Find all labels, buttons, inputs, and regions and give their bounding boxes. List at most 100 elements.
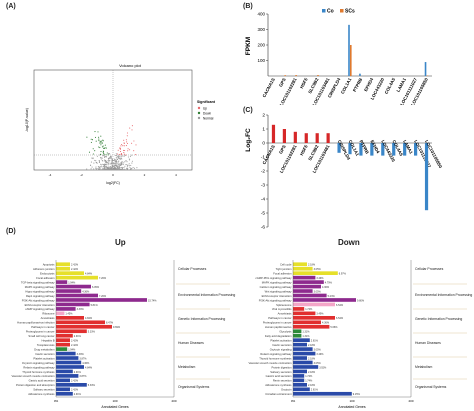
- log2fc-bar: [304, 133, 308, 143]
- volcano-point: [129, 155, 131, 157]
- volcano-point: [86, 136, 88, 138]
- volcano-point: [99, 147, 101, 149]
- volcano-point: [122, 149, 125, 151]
- volcano-point: [98, 161, 100, 163]
- kegg-down-bar: [293, 293, 327, 298]
- kegg-down-bar-pct: 2.61%: [311, 389, 319, 392]
- kegg-down-bar: [293, 307, 305, 311]
- fpkm-legend-swatch: [340, 9, 344, 13]
- volcano-point: [98, 167, 100, 169]
- fpkm-legend-swatch: [322, 9, 326, 13]
- kegg-up-bar-pct: 9.69%: [113, 326, 121, 329]
- volcano-point: [86, 168, 88, 170]
- volcano-point: [89, 164, 92, 166]
- kegg-up-bar: [56, 311, 65, 316]
- kegg-down-xtick: 200: [408, 399, 413, 403]
- volcano-point: [125, 164, 127, 166]
- volcano-point: [118, 153, 121, 156]
- kegg-up-bar: [56, 351, 76, 356]
- kegg-up-bar-label: cAMP signaling pathway: [25, 307, 55, 311]
- kegg-up-bar: [56, 342, 70, 347]
- kegg-up-bar-pct: 3.87%: [79, 375, 87, 378]
- kegg-up-bar-label: Salivary secretion: [33, 388, 55, 392]
- kegg-down-xtick: 100: [349, 399, 354, 403]
- kegg-up-bar: [56, 329, 87, 334]
- kegg-up-bar-label: Oxytocin signaling pathway: [22, 361, 55, 365]
- kegg-down-bar-pct: 3.05%: [314, 348, 322, 351]
- log2fc-bar: [424, 143, 429, 211]
- kegg-up-bar-label: Adherens junction: [33, 267, 55, 271]
- volcano-point: [104, 156, 106, 158]
- volcano-point: [95, 160, 97, 162]
- volcano-point: [135, 154, 137, 156]
- fpkm-category-label: CACNA1S: [261, 77, 275, 98]
- log2fc-ytick-label: -4: [261, 197, 266, 203]
- legend-swatch: [197, 106, 201, 110]
- kegg-down-bar-pct: 2.18%: [308, 264, 316, 267]
- kegg-up-bar-label: Ribosome: [42, 312, 55, 316]
- volcano-point: [131, 160, 133, 162]
- kegg-down-bar-label: Gastric acid secretion: [266, 374, 292, 378]
- fpkm-ytick-label: 200: [257, 43, 265, 48]
- volcano-point: [102, 169, 104, 171]
- log2fc-category-label: PTPRB: [359, 139, 370, 154]
- kegg-up-bar-label: PI3K-Akt signaling pathway: [22, 298, 55, 302]
- kegg-down-bar-label: Protein digestion: [271, 365, 292, 369]
- volcano-point: [123, 169, 125, 171]
- kegg-down-bar: [293, 356, 307, 360]
- volcano-point: [102, 154, 104, 156]
- volcano-point: [123, 167, 125, 169]
- kegg-up-bar-label: Amoebiasis: [41, 316, 56, 320]
- kegg-up-bar-pct: 2.42%: [71, 340, 79, 343]
- volcano-point: [100, 158, 102, 160]
- volcano-point: [116, 168, 119, 171]
- volcano-point: [131, 154, 133, 156]
- volcano-point: [94, 136, 97, 138]
- kegg-down-category: Genetic Information Processing: [415, 317, 462, 321]
- volcano-point: [118, 157, 120, 159]
- volcano-point: [124, 165, 126, 167]
- log2fc-ytick-label: -1: [261, 155, 266, 161]
- volcano-point: [129, 169, 132, 171]
- volcano-point: [123, 145, 125, 147]
- volcano-point: [114, 160, 116, 162]
- kegg-up-bar-label: Apoptosis: [43, 263, 55, 267]
- volcano-legend-title: Significant: [197, 100, 216, 104]
- volcano-point: [118, 168, 120, 170]
- kegg-down-bar: [293, 391, 352, 396]
- fpkm-category-label: COL1A1: [340, 77, 353, 95]
- kegg-down-bar: [293, 320, 321, 325]
- kegg-up-bar: [56, 262, 70, 267]
- volcano-point: [99, 166, 101, 168]
- volcano-point: [94, 159, 96, 161]
- volcano-point: [129, 149, 131, 151]
- kegg-down-bar-label: Human papillomavirus: [265, 325, 292, 329]
- kegg-up-bar-pct: 5.81%: [91, 304, 99, 307]
- volcano-point: [97, 131, 99, 133]
- kegg-up-bar-pct: 15.74%: [148, 299, 157, 302]
- volcano-point: [109, 163, 111, 165]
- volcano-xtick: 0: [112, 173, 114, 177]
- volcano-point: [126, 142, 129, 144]
- volcano-point: [113, 158, 116, 160]
- kegg-down-bar: [293, 387, 310, 392]
- legend-label: Up: [203, 106, 207, 110]
- kegg-up-xtick: 200: [171, 399, 176, 403]
- log2fc-bar: [359, 143, 363, 156]
- volcano-point: [106, 162, 108, 164]
- volcano-point: [115, 157, 117, 159]
- volcano-xtick: 2: [144, 173, 146, 177]
- kegg-down-bar: [293, 338, 310, 342]
- kegg-down-bar: [293, 275, 316, 280]
- kegg-up-bar-label: Toxoplasmosis: [37, 343, 55, 347]
- kegg-down-bar-label: Wnt signaling pathway: [265, 289, 293, 293]
- volcano-point: [131, 129, 133, 131]
- volcano-point: [114, 168, 116, 170]
- kegg-down-bar-pct: 3.05%: [314, 290, 322, 293]
- volcano-point: [119, 151, 122, 153]
- volcano-point: [113, 167, 115, 169]
- volcano-point: [94, 150, 96, 152]
- volcano-point: [102, 150, 104, 152]
- volcano-point: [88, 151, 91, 153]
